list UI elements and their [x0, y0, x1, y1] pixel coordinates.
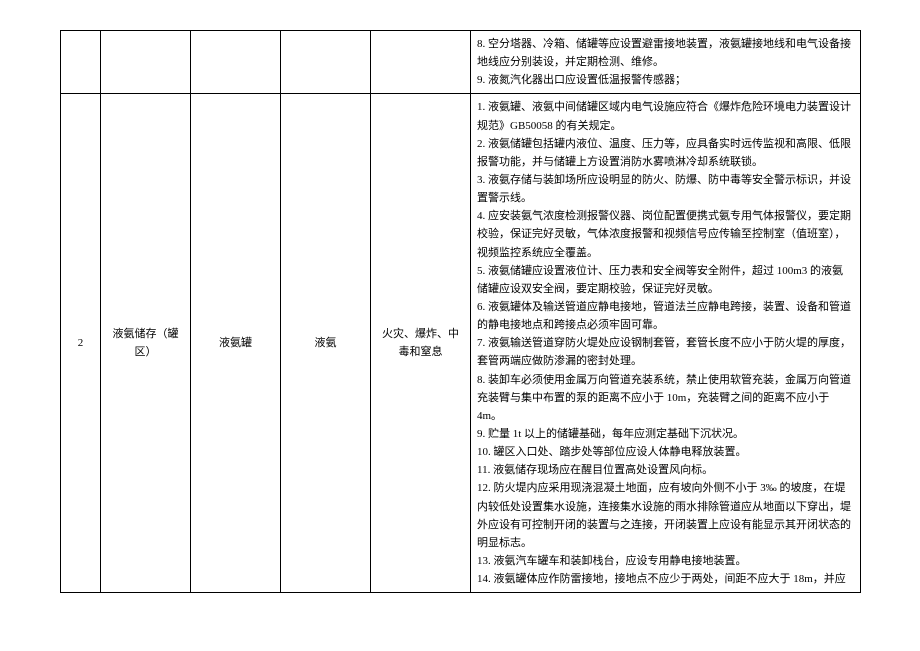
cell-material: 液氨 — [281, 94, 371, 593]
measure-item: 10. 罐区入口处、踏步处等部位应设人体静电释放装置。 — [477, 443, 854, 461]
cell-index — [61, 31, 101, 94]
cell-equip: 液氨罐 — [191, 94, 281, 593]
cell-equip — [191, 31, 281, 94]
measure-item: 3. 液氨存储与装卸场所应设明显的防火、防爆、防中毒等安全警示标识，并设置警示线… — [477, 171, 854, 207]
cell-hazard — [371, 31, 471, 94]
table-row: 8. 空分塔器、冷箱、储罐等应设置避雷接地装置，液氨罐接地线和电气设备接地线应分… — [61, 31, 861, 94]
measure-item: 4. 应安装氨气浓度检测报警仪器、岗位配置便携式氨专用气体报警仪，要定期校验，保… — [477, 207, 854, 261]
cell-unit: 液氨储存（罐区） — [101, 94, 191, 593]
measure-item: 2. 液氨储罐包括罐内液位、温度、压力等，应具备实时远传监视和高限、低限报警功能… — [477, 135, 854, 171]
measure-item: 13. 液氨汽车罐车和装卸栈台，应设专用静电接地装置。 — [477, 552, 854, 570]
cell-hazard: 火灾、爆炸、中毒和窒息 — [371, 94, 471, 593]
measure-item: 14. 液氨罐体应作防雷接地，接地点不应少于两处，间距不应大于 18m，并应 — [477, 570, 854, 588]
cell-material — [281, 31, 371, 94]
measure-item: 11. 液氨储存现场应在醒目位置高处设置风向标。 — [477, 461, 854, 479]
table-row: 2 液氨储存（罐区） 液氨罐 液氨 火灾、爆炸、中毒和窒息 1. 液氨罐、液氨中… — [61, 94, 861, 593]
cell-measures: 8. 空分塔器、冷箱、储罐等应设置避雷接地装置，液氨罐接地线和电气设备接地线应分… — [471, 31, 861, 94]
cell-unit — [101, 31, 191, 94]
measure-item: 12. 防火堤内应采用现浇混凝土地面，应有坡向外侧不小于 3‰ 的坡度，在堤内较… — [477, 479, 854, 552]
measure-item: 9. 液氮汽化器出口应设置低温报警传感器； — [477, 71, 854, 89]
measure-item: 9. 贮量 1t 以上的储罐基础，每年应测定基础下沉状况。 — [477, 425, 854, 443]
measure-item: 5. 液氨储罐应设置液位计、压力表和安全阀等安全附件，超过 100m3 的液氨储… — [477, 262, 854, 298]
measure-item: 8. 空分塔器、冷箱、储罐等应设置避雷接地装置，液氨罐接地线和电气设备接地线应分… — [477, 35, 854, 71]
measure-item: 6. 液氨罐体及输送管道应静电接地，管道法兰应静电跨接，装置、设备和管道的静电接… — [477, 298, 854, 334]
measure-item: 7. 液氨输送管道穿防火堤处应设钢制套管，套管长度不应小于防火堤的厚度，套管两端… — [477, 334, 854, 370]
measure-item: 8. 装卸车必须使用金属万向管道充装系统，禁止使用软管充装，金属万向管道充装臂与… — [477, 371, 854, 425]
cell-measures: 1. 液氨罐、液氨中间储罐区域内电气设施应符合《爆炸危险环境电力装置设计规范》G… — [471, 94, 861, 593]
cell-index: 2 — [61, 94, 101, 593]
measure-item: 1. 液氨罐、液氨中间储罐区域内电气设施应符合《爆炸危险环境电力装置设计规范》G… — [477, 98, 854, 134]
requirements-table: 8. 空分塔器、冷箱、储罐等应设置避雷接地装置，液氨罐接地线和电气设备接地线应分… — [60, 30, 861, 593]
document-page: 8. 空分塔器、冷箱、储罐等应设置避雷接地装置，液氨罐接地线和电气设备接地线应分… — [0, 0, 920, 623]
